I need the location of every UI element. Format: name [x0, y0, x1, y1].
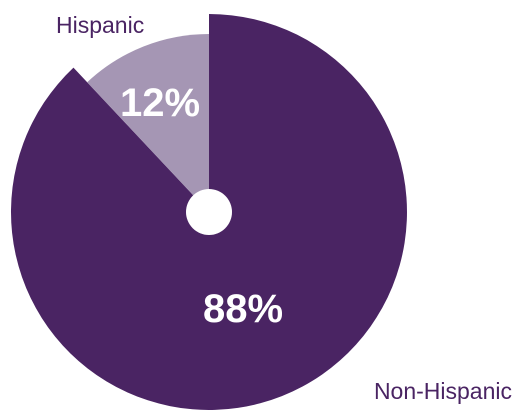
slice-hispanic	[87, 33, 209, 212]
category-label-non-hispanic: Non-Hispanic	[374, 378, 512, 404]
center-dot	[186, 189, 232, 235]
value-label-non-hispanic: 88%	[203, 287, 283, 331]
value-label-hispanic: 12%	[120, 81, 200, 125]
category-label-hispanic: Hispanic	[56, 12, 144, 38]
